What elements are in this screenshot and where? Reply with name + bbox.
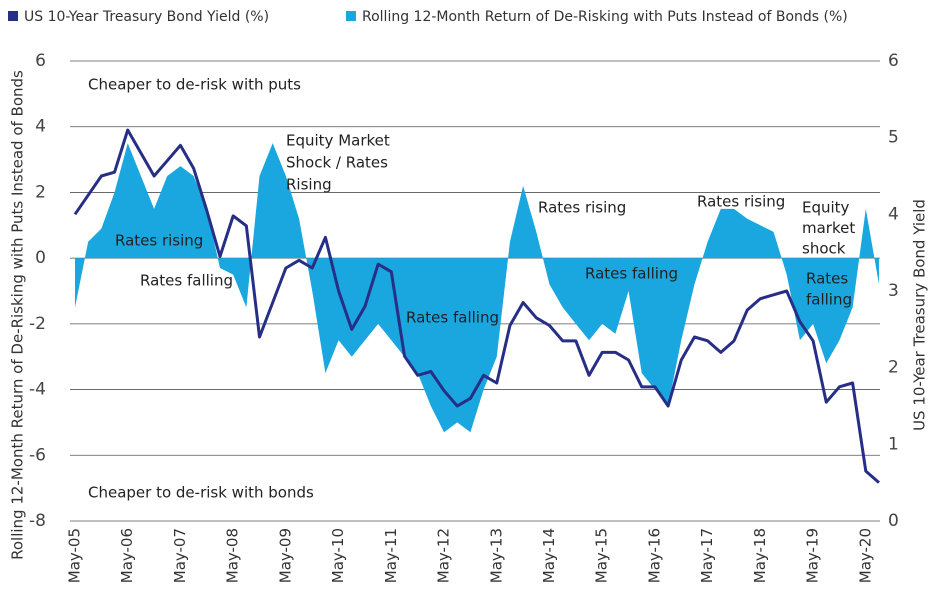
x-tick-label: May-14 — [540, 528, 558, 583]
x-tick-label: May-11 — [382, 528, 400, 583]
y2-axis-title: US 10-Year Treasury Bond Yield — [911, 199, 929, 431]
x-tick-label: May-13 — [487, 528, 505, 583]
y-tick-label: 0 — [35, 248, 46, 268]
x-tick-label: May-10 — [329, 528, 347, 583]
annotation: Shock / Rates — [286, 154, 388, 172]
annotation: Rates — [806, 270, 848, 288]
y-axis-title: Rolling 12-Month Return of De-Risking wi… — [9, 70, 27, 560]
annotation: Cheaper to de-risk with bonds — [88, 484, 314, 502]
y-tick-label: -4 — [29, 380, 46, 400]
annotation: Rates rising — [115, 232, 203, 250]
y2-tick-label: 2 — [888, 358, 899, 378]
annotation: shock — [802, 240, 846, 258]
annotation: Equity Market — [286, 132, 390, 150]
x-tick-label: May-18 — [751, 528, 769, 583]
y2-tick-label: 3 — [888, 281, 899, 301]
y-tick-label: -6 — [29, 445, 46, 465]
legend-label: Rolling 12-Month Return of De-Risking wi… — [362, 9, 848, 25]
x-tick-label: May-07 — [171, 528, 189, 583]
x-tick-label: May-05 — [66, 528, 84, 583]
annotation: Equity — [802, 199, 850, 217]
x-tick-label: May-06 — [118, 528, 136, 583]
line — [73, 128, 880, 484]
annotation: Rates falling — [585, 265, 678, 283]
y-tick-label: -2 — [29, 314, 46, 334]
annotation: Rates falling — [406, 309, 499, 327]
annotation: falling — [806, 291, 852, 309]
legend-swatch — [346, 11, 356, 21]
y2-tick-label: 0 — [888, 511, 899, 531]
x-tick-label: May-12 — [435, 528, 453, 583]
y-tick-label: 6 — [35, 51, 46, 71]
y2-tick-label: 1 — [888, 434, 899, 454]
x-tick-label: May-17 — [698, 528, 716, 583]
x-tick-label: May-16 — [645, 528, 663, 583]
annotation: Cheaper to de-risk with puts — [88, 76, 301, 94]
x-tick-label: May-08 — [224, 528, 242, 583]
y2-tick-label: 6 — [888, 51, 899, 71]
y-tick-label: -8 — [29, 511, 46, 531]
y2-tick-label: 5 — [888, 128, 899, 148]
y2-tick-label: 4 — [888, 204, 899, 224]
y-tick-label: 4 — [35, 117, 46, 137]
x-tick-label: May-15 — [593, 528, 611, 583]
annotation: Rates rising — [697, 193, 785, 211]
legend-swatch — [8, 11, 18, 21]
annotation: market — [802, 219, 855, 237]
x-tick-label: May-09 — [276, 528, 294, 583]
y-tick-label: 2 — [35, 182, 46, 202]
annotation: Rates falling — [140, 272, 233, 290]
area — [75, 143, 879, 433]
annotation: Rates rising — [538, 199, 626, 217]
legend-label: US 10-Year Treasury Bond Yield (%) — [24, 9, 269, 25]
x-tick-label: May-19 — [804, 528, 822, 583]
annotation: Rising — [286, 176, 332, 194]
x-tick-label: May-20 — [856, 528, 874, 583]
